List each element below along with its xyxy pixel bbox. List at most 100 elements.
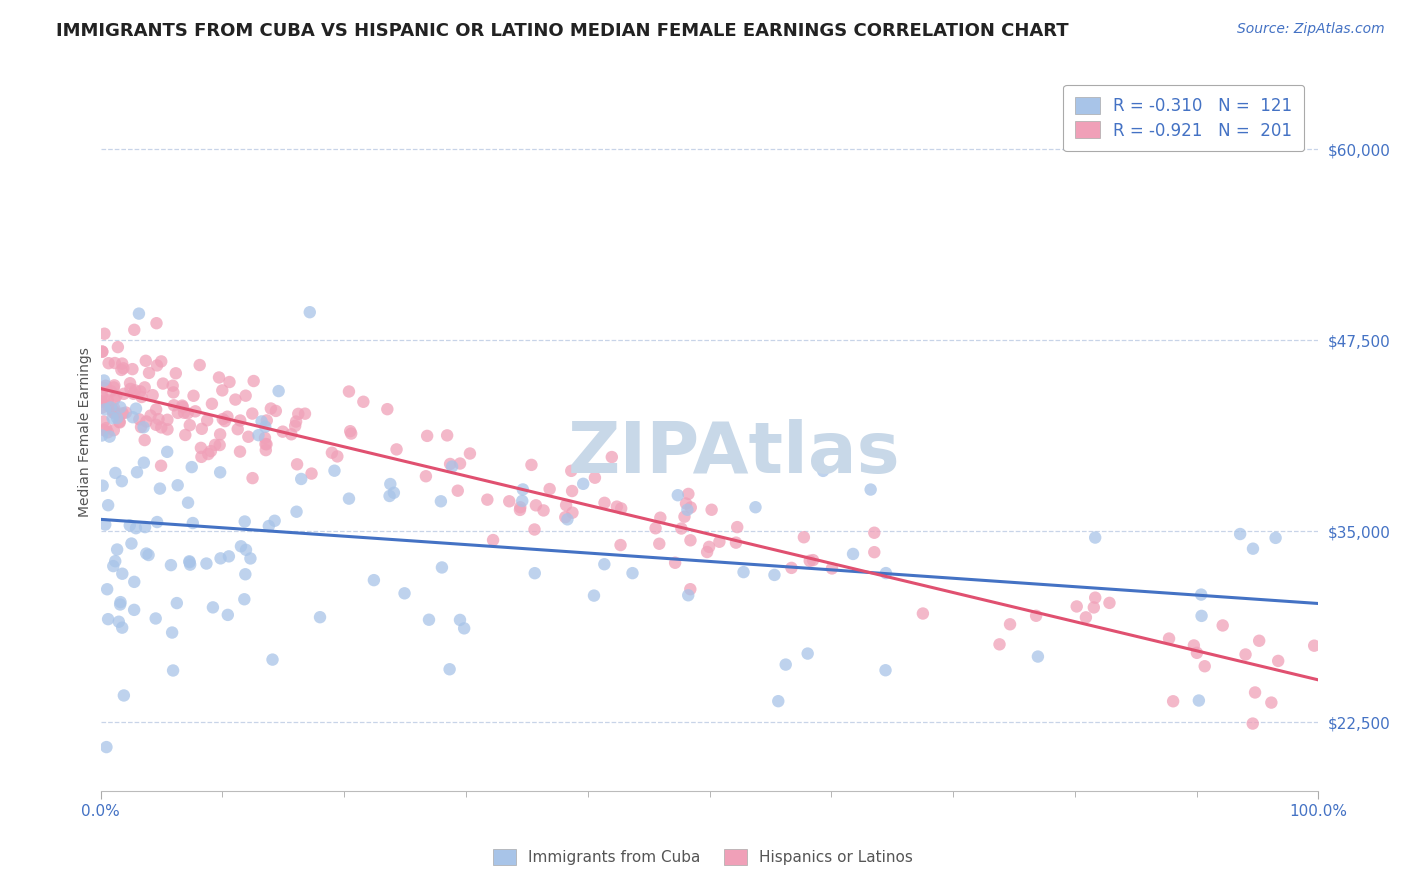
Point bbox=[447, 483, 470, 498]
Point bbox=[1267, 654, 1289, 668]
Point bbox=[103, 392, 125, 407]
Point bbox=[352, 394, 374, 409]
Point bbox=[593, 496, 616, 510]
Point bbox=[799, 554, 821, 568]
Point bbox=[108, 615, 131, 629]
Point bbox=[128, 412, 150, 426]
Point bbox=[724, 535, 747, 549]
Point bbox=[134, 380, 156, 394]
Point bbox=[174, 428, 197, 442]
Point bbox=[287, 407, 309, 421]
Point bbox=[190, 441, 212, 455]
Point bbox=[666, 488, 689, 502]
Point bbox=[111, 357, 134, 371]
Point bbox=[911, 607, 934, 621]
Point bbox=[363, 573, 385, 587]
Point bbox=[1244, 685, 1267, 699]
Point bbox=[380, 477, 402, 491]
Point bbox=[235, 542, 257, 557]
Point bbox=[172, 399, 194, 413]
Point bbox=[257, 519, 280, 533]
Point bbox=[103, 423, 125, 437]
Point bbox=[285, 458, 308, 472]
Point bbox=[124, 323, 146, 337]
Point bbox=[650, 510, 672, 524]
Point bbox=[108, 416, 131, 430]
Point bbox=[621, 566, 644, 581]
Point bbox=[201, 600, 224, 615]
Point bbox=[214, 414, 236, 428]
Point bbox=[859, 483, 882, 497]
Point bbox=[96, 740, 118, 755]
Point bbox=[509, 500, 531, 515]
Point bbox=[94, 517, 117, 532]
Point bbox=[156, 413, 179, 427]
Point bbox=[217, 409, 239, 424]
Point bbox=[204, 438, 226, 452]
Point bbox=[271, 425, 294, 439]
Point bbox=[449, 613, 471, 627]
Point bbox=[108, 415, 131, 429]
Point bbox=[150, 420, 173, 434]
Point bbox=[93, 381, 115, 395]
Point bbox=[436, 428, 458, 442]
Point bbox=[264, 404, 287, 418]
Point bbox=[875, 663, 897, 677]
Point bbox=[593, 558, 616, 572]
Point bbox=[298, 305, 321, 319]
Point bbox=[195, 413, 218, 427]
Legend: R = -0.310   N =  121, R = -0.921   N =  201: R = -0.310 N = 121, R = -0.921 N = 201 bbox=[1063, 85, 1303, 152]
Point bbox=[131, 390, 153, 404]
Point bbox=[250, 414, 273, 428]
Point bbox=[100, 401, 122, 415]
Point bbox=[441, 459, 464, 474]
Point bbox=[339, 424, 361, 438]
Point bbox=[139, 409, 162, 423]
Text: IMMIGRANTS FROM CUBA VS HISPANIC OR LATINO MEDIAN FEMALE EARNINGS CORRELATION CH: IMMIGRANTS FROM CUBA VS HISPANIC OR LATI… bbox=[56, 22, 1069, 40]
Point bbox=[606, 500, 628, 514]
Point bbox=[382, 485, 405, 500]
Point bbox=[1260, 696, 1282, 710]
Point bbox=[156, 445, 179, 459]
Point bbox=[101, 405, 124, 419]
Point bbox=[129, 384, 152, 399]
Point bbox=[190, 450, 212, 464]
Point bbox=[863, 525, 886, 540]
Point bbox=[101, 403, 124, 417]
Point bbox=[509, 503, 531, 517]
Point bbox=[555, 498, 578, 512]
Point bbox=[163, 398, 186, 412]
Point bbox=[337, 491, 360, 506]
Point bbox=[135, 354, 157, 368]
Point bbox=[181, 516, 204, 530]
Point bbox=[1098, 596, 1121, 610]
Point bbox=[744, 500, 766, 515]
Point bbox=[94, 402, 117, 417]
Point bbox=[162, 378, 184, 392]
Point bbox=[233, 592, 256, 607]
Point bbox=[111, 566, 134, 581]
Point bbox=[104, 407, 127, 421]
Point bbox=[988, 637, 1011, 651]
Point bbox=[763, 568, 786, 582]
Point bbox=[664, 556, 686, 570]
Point bbox=[188, 358, 211, 372]
Point bbox=[129, 420, 152, 434]
Point bbox=[294, 407, 316, 421]
Point bbox=[510, 494, 533, 508]
Point bbox=[156, 422, 179, 436]
Point bbox=[103, 403, 125, 417]
Point bbox=[94, 421, 117, 435]
Point bbox=[145, 316, 167, 330]
Point bbox=[1026, 649, 1049, 664]
Point bbox=[112, 386, 135, 401]
Point bbox=[560, 464, 582, 478]
Point bbox=[103, 401, 125, 416]
Point bbox=[679, 500, 702, 515]
Point bbox=[458, 446, 481, 460]
Point bbox=[179, 554, 201, 568]
Point bbox=[115, 406, 138, 420]
Point bbox=[1191, 608, 1213, 623]
Point bbox=[211, 384, 233, 398]
Point bbox=[242, 471, 264, 485]
